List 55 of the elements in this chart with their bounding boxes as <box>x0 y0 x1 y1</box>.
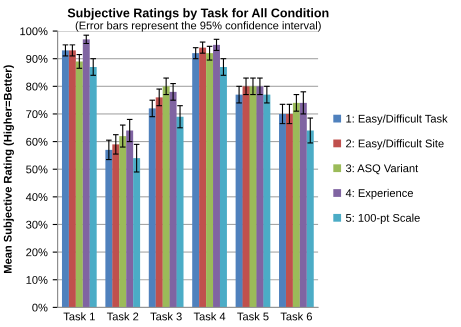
y-tick-label: 80% <box>26 82 48 90</box>
bar <box>199 48 206 308</box>
bar <box>306 130 314 308</box>
y-tick-label: 40% <box>26 193 48 201</box>
bar <box>68 50 76 308</box>
y-tick-label: 0% <box>32 304 48 312</box>
bar <box>112 144 120 308</box>
bar <box>250 86 256 308</box>
bar <box>292 102 300 308</box>
bar <box>126 130 134 308</box>
bar <box>105 150 112 308</box>
bar <box>170 92 177 308</box>
bar <box>213 44 220 308</box>
bar <box>263 94 270 308</box>
bar <box>156 97 163 308</box>
bar <box>242 86 250 308</box>
x-tick-label: Task 4 <box>194 312 226 320</box>
bar <box>90 66 97 308</box>
y-tick-label: 60% <box>26 138 48 146</box>
x-tick-label: Task 6 <box>280 312 312 320</box>
x-tick-label: Task 3 <box>150 312 182 320</box>
bar <box>162 86 170 308</box>
y-tick-label: 90% <box>26 54 48 63</box>
bar <box>82 39 90 308</box>
y-tick-label: 100% <box>20 27 48 36</box>
bar <box>119 136 126 308</box>
legend-label: 2: Easy/Difficult Site <box>346 139 444 150</box>
y-axis-title: Mean Subjective Rating (Higher=Better) <box>4 65 14 273</box>
bar <box>206 53 214 308</box>
legend-label: 1: Easy/Difficult Task <box>346 114 448 125</box>
bar <box>256 86 264 308</box>
legend-label: 4: Experience <box>346 188 413 200</box>
chart-subtitle: (Error bars represent the 95% confidence interval) <box>76 21 321 32</box>
y-tick-label: 30% <box>26 220 48 229</box>
bar <box>300 102 307 308</box>
x-tick-label: Task 2 <box>106 312 138 320</box>
y-tick-label: 50% <box>26 165 48 174</box>
bar <box>62 50 69 308</box>
bar <box>220 66 227 308</box>
bar <box>176 116 184 308</box>
bar <box>133 158 140 308</box>
legend-label: 3: ASQ Variant <box>346 164 418 174</box>
legend-label: 5: 100-pt Scale <box>346 214 420 224</box>
x-tick-label: Task 1 <box>64 312 95 320</box>
x-tick-label: Task 5 <box>237 312 269 320</box>
bar <box>279 114 286 308</box>
y-tick-label: 20% <box>26 248 48 256</box>
y-tick-label: 70% <box>26 110 48 118</box>
bar <box>148 108 156 308</box>
chart-title: Subjective Ratings by Task for All Condition <box>68 8 328 20</box>
bar <box>192 53 200 308</box>
bar <box>236 94 243 308</box>
bar <box>76 61 83 308</box>
bar <box>286 114 293 308</box>
y-tick-label: 10% <box>26 276 48 284</box>
